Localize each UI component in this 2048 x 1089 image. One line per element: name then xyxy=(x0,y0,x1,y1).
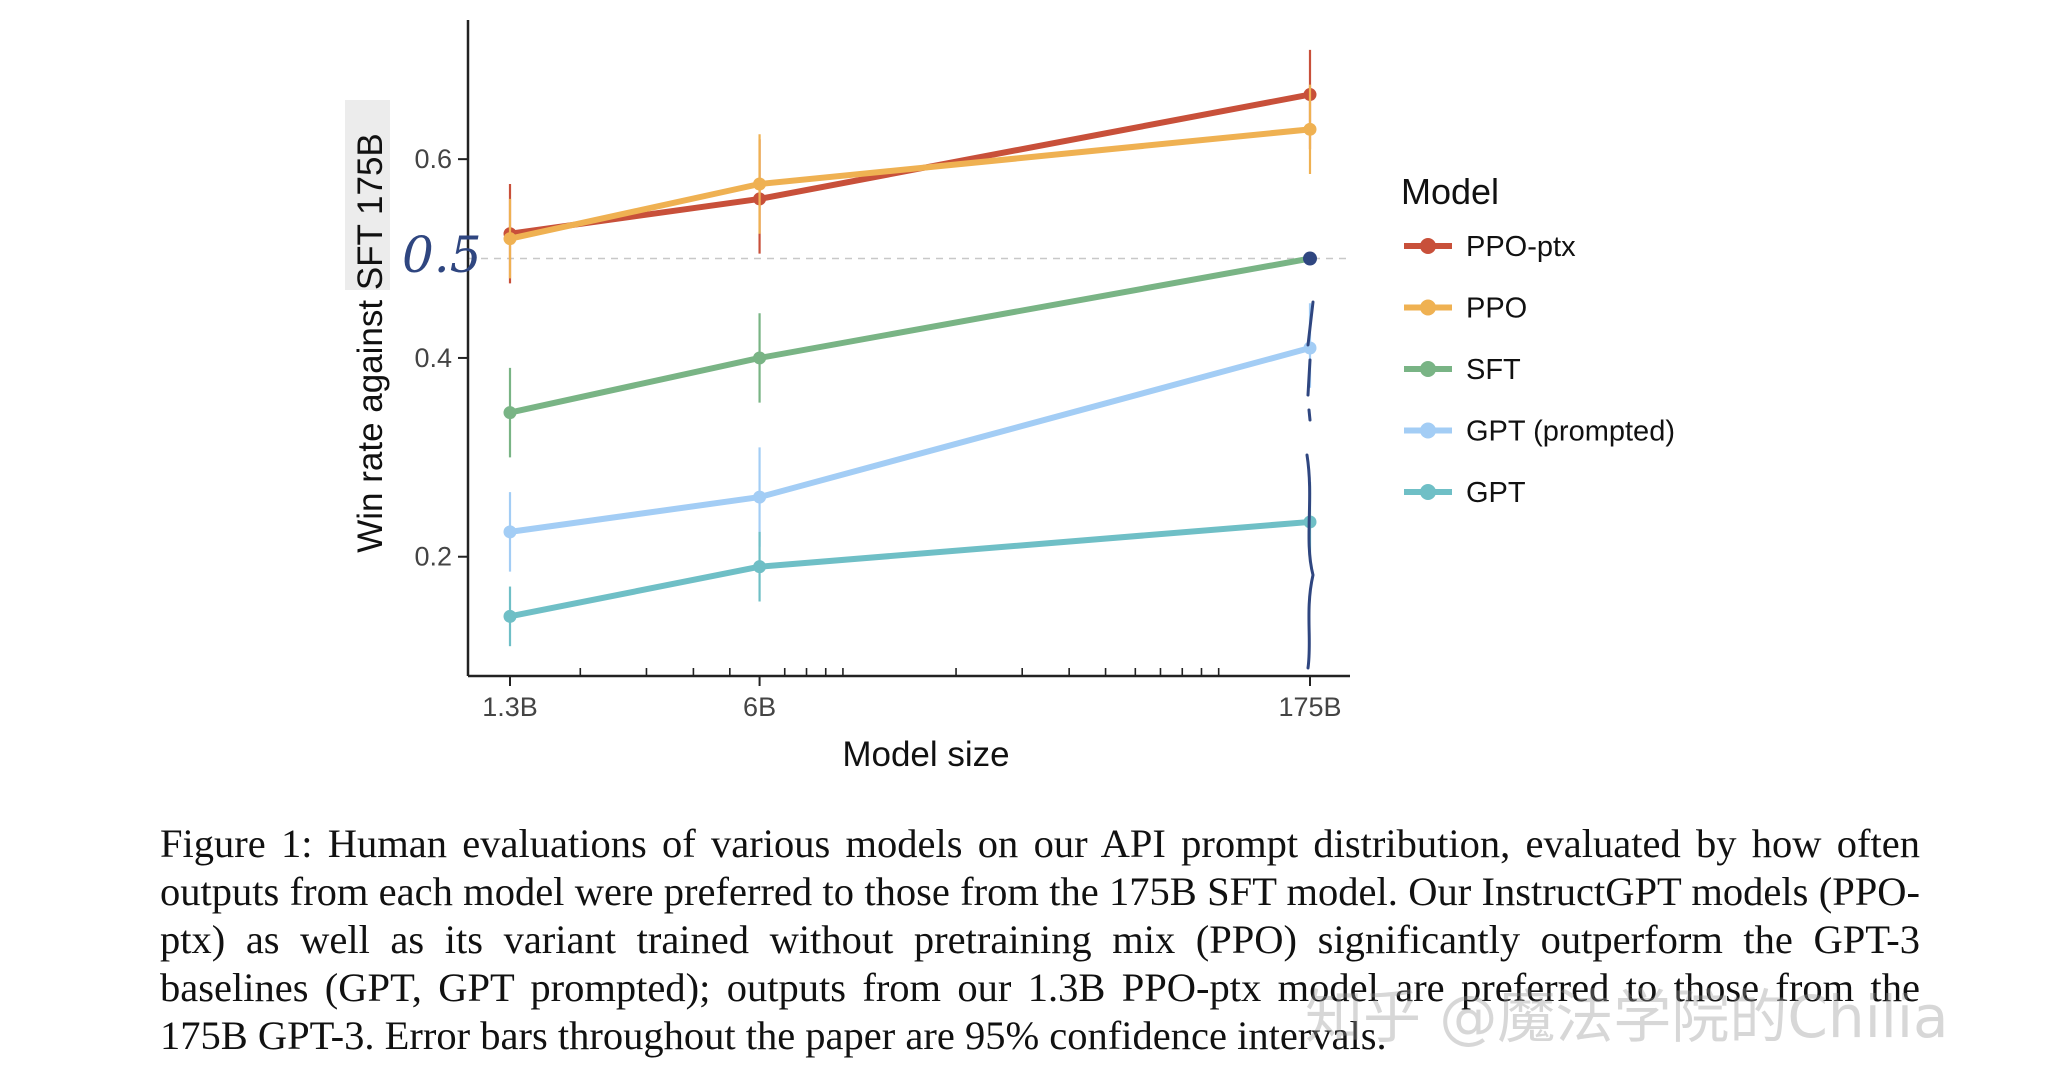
series-line-ppo xyxy=(507,126,1313,242)
data-point-gpt xyxy=(753,560,767,574)
y-tick-label: 0.4 xyxy=(414,343,452,373)
annotation-point xyxy=(1303,251,1317,266)
data-point-ppo xyxy=(1303,122,1317,136)
win-rate-chart: 0.2 0.4 0.6 1.3B 6B 175B Model size Win rate ag… xyxy=(345,20,1675,774)
annotation-layer: 0.5 xyxy=(402,226,1317,670)
legend-marker-ppo xyxy=(1420,299,1436,316)
data-point-gpt-prompted xyxy=(753,490,767,504)
data-point-sft xyxy=(503,406,517,420)
series-line-gpt-prompted xyxy=(507,345,1313,535)
data-point-gpt-prompted xyxy=(1303,341,1317,355)
data-point-ppo xyxy=(753,177,767,191)
y-axis-title: Win rate against SFT 175B xyxy=(351,133,390,553)
data-point-gpt xyxy=(503,609,517,623)
x-tick-label: 1.3B xyxy=(482,692,538,722)
watermark: 知乎 @魔法学院的Chilia xyxy=(1305,983,1949,1051)
x-tick-label: 175B xyxy=(1278,692,1341,722)
annotation-squiggle xyxy=(1305,300,1315,670)
legend-marker-sft xyxy=(1420,361,1436,377)
legend-marker-gpt xyxy=(1420,484,1436,500)
x-axis-title: Model size xyxy=(842,735,1009,774)
highlighter-mark xyxy=(345,100,390,290)
figure-caption: Figure 1: Human evaluations of various m… xyxy=(160,821,1920,1058)
legend-label-gpt-prompted: GPT (prompted) xyxy=(1466,416,1675,448)
y-tick-label: 0.6 xyxy=(414,144,452,174)
legend-marker-gpt-prompted xyxy=(1420,422,1436,439)
legend-label-gpt: GPT xyxy=(1466,477,1526,509)
data-point-sft xyxy=(753,351,767,365)
x-tick-label: 6B xyxy=(743,692,776,722)
legend-marker-ppo-ptx xyxy=(1420,238,1436,254)
y-tick-label: 0.2 xyxy=(414,542,452,572)
legend: Model PPO-ptx PPO SFT GPT (prompted) GPT xyxy=(1401,171,1675,509)
axes-layer: 0.2 0.4 0.6 1.3B 6B 175B Model size Win rate ag… xyxy=(351,20,1350,774)
series-line-sft xyxy=(507,255,1313,416)
legend-label-sft: SFT xyxy=(1466,354,1521,386)
handwritten-value: 0.5 xyxy=(402,226,482,284)
legend-label-ppo: PPO xyxy=(1466,293,1527,325)
series-layer xyxy=(503,49,1317,647)
series-line-gpt xyxy=(507,518,1313,620)
data-point-ppo xyxy=(503,232,517,246)
data-point-gpt-prompted xyxy=(503,525,517,539)
legend-title: Model xyxy=(1401,171,1499,212)
legend-label-ppo-ptx: PPO-ptx xyxy=(1466,231,1576,263)
